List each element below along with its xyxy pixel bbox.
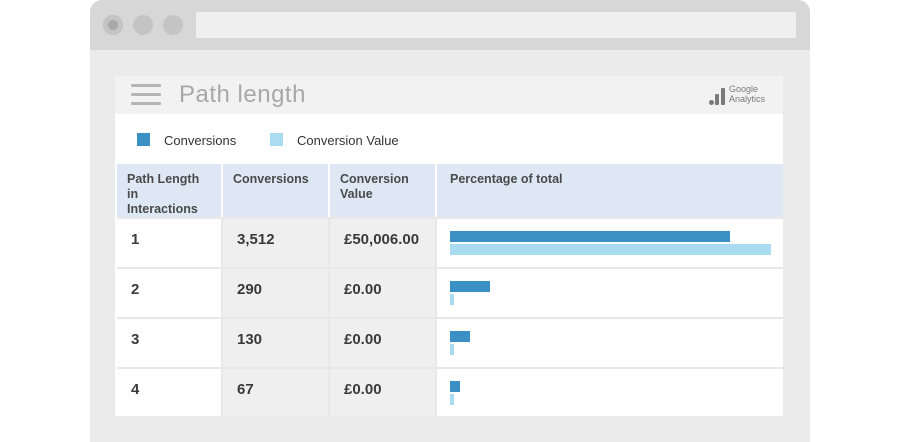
path-length-cell: 4: [117, 367, 223, 417]
hamburger-line: [131, 102, 161, 105]
logo-line-2: Analytics: [729, 94, 766, 104]
hamburger-line: [131, 84, 161, 87]
conversions-bar: [450, 231, 730, 242]
legend-swatch-conversion-value: [270, 133, 283, 146]
window-minimize-button[interactable]: [133, 15, 153, 35]
page-title: Path length: [179, 81, 306, 108]
percentage-bars-cell: [437, 317, 783, 367]
window-close-button[interactable]: [103, 15, 123, 35]
analytics-bars-icon: [709, 87, 727, 105]
conversions-bar: [450, 331, 470, 342]
conversion-value-bar: [450, 294, 454, 305]
window-maximize-button[interactable]: [163, 15, 183, 35]
conversions-cell: 290: [223, 267, 330, 317]
table-header-row: Path Length in Interactions Conversions …: [117, 164, 783, 217]
table-row[interactable]: 1 3,512 £50,006.00: [117, 217, 783, 267]
conversions-bar: [450, 281, 490, 292]
conversion-value-cell: £50,006.00: [330, 217, 437, 267]
browser-toolbar: [90, 0, 810, 50]
column-header-conversion-value[interactable]: Conversion Value: [330, 164, 437, 217]
legend-label: Conversions: [164, 133, 237, 148]
percentage-bars-cell: [437, 267, 783, 317]
percentage-bars-cell: [437, 217, 783, 267]
logo-line-1: Google: [729, 84, 759, 94]
conversion-value-cell: £0.00: [330, 267, 437, 317]
address-bar[interactable]: [196, 12, 796, 38]
conversion-value-bar: [450, 344, 454, 355]
conversion-value-cell: £0.00: [330, 317, 437, 367]
legend-label: Conversion Value: [297, 133, 399, 148]
browser-window: Path length Google Analytics Conversions…: [90, 0, 810, 442]
table-row[interactable]: 4 67 £0.00: [117, 367, 783, 417]
conversions-cell: 130: [223, 317, 330, 367]
path-length-cell: 2: [117, 267, 223, 317]
column-header-percentage[interactable]: Percentage of total: [437, 164, 783, 217]
google-analytics-logo: Google Analytics: [709, 83, 771, 107]
report-panel: Path length Google Analytics Conversions…: [115, 76, 783, 417]
conversion-value-bar: [450, 394, 454, 405]
table-row[interactable]: 3 130 £0.00: [117, 317, 783, 367]
conversions-cell: 67: [223, 367, 330, 417]
report-header: Path length Google Analytics: [115, 76, 783, 114]
path-length-cell: 3: [117, 317, 223, 367]
conversions-cell: 3,512: [223, 217, 330, 267]
hamburger-line: [131, 93, 161, 96]
path-length-table: Path Length in Interactions Conversions …: [117, 164, 783, 417]
path-length-cell: 1: [117, 217, 223, 267]
conversions-bar: [450, 381, 460, 392]
hamburger-icon[interactable]: [131, 83, 161, 107]
conversion-value-bar: [450, 244, 771, 255]
table-row[interactable]: 2 290 £0.00: [117, 267, 783, 317]
column-header-path-length[interactable]: Path Length in Interactions: [117, 164, 223, 217]
column-header-conversions[interactable]: Conversions: [223, 164, 330, 217]
legend-swatch-conversions: [137, 133, 150, 146]
conversion-value-cell: £0.00: [330, 367, 437, 417]
percentage-bars-cell: [437, 367, 783, 417]
